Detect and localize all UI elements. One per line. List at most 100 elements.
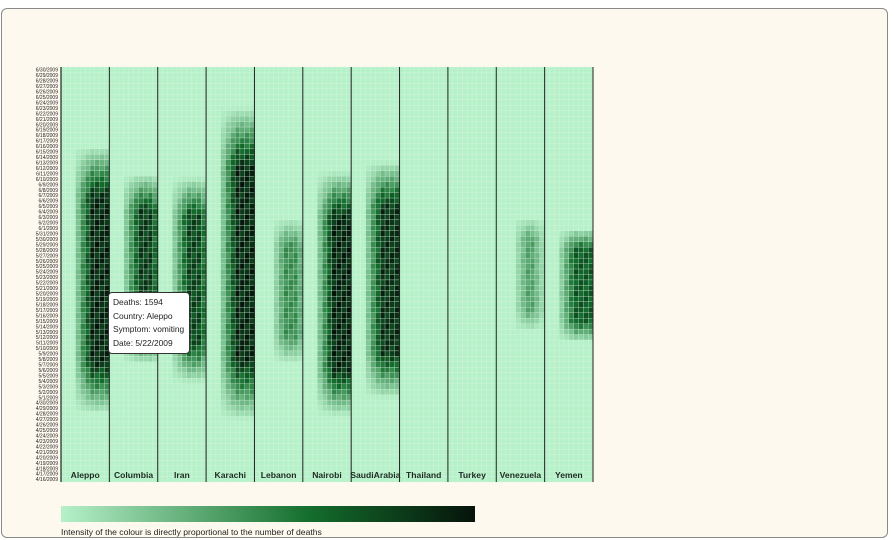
- heatmap-cell[interactable]: [89, 383, 95, 390]
- heatmap-cell[interactable]: [114, 263, 120, 270]
- heatmap-cell[interactable]: [109, 159, 115, 166]
- heatmap-cell[interactable]: [360, 257, 366, 264]
- heatmap-cell[interactable]: [244, 274, 250, 281]
- heatmap-cell[interactable]: [234, 345, 241, 352]
- heatmap-cell[interactable]: [205, 312, 212, 319]
- heatmap-cell[interactable]: [191, 263, 197, 270]
- heatmap-cell[interactable]: [85, 165, 91, 171]
- heatmap-cell[interactable]: [143, 432, 149, 439]
- heatmap-cell[interactable]: [375, 252, 381, 259]
- heatmap-cell[interactable]: [278, 225, 284, 231]
- heatmap-cell[interactable]: [254, 410, 260, 417]
- heatmap-cell[interactable]: [297, 105, 303, 111]
- heatmap-cell[interactable]: [322, 94, 328, 100]
- heatmap-cell[interactable]: [234, 247, 241, 253]
- heatmap-cell[interactable]: [254, 394, 260, 401]
- heatmap-cell[interactable]: [307, 339, 313, 346]
- heatmap-cell[interactable]: [176, 367, 183, 373]
- heatmap-cell[interactable]: [128, 247, 134, 253]
- heatmap-cell[interactable]: [196, 230, 202, 237]
- heatmap-cell[interactable]: [186, 203, 192, 210]
- heatmap-cell[interactable]: [239, 405, 245, 412]
- heatmap-cell[interactable]: [302, 454, 308, 461]
- heatmap-cell[interactable]: [104, 121, 110, 128]
- heatmap-cell[interactable]: [176, 143, 183, 150]
- heatmap-cell[interactable]: [109, 236, 115, 242]
- heatmap-cell[interactable]: [99, 454, 105, 461]
- heatmap-cell[interactable]: [239, 372, 245, 379]
- heatmap-cell[interactable]: [220, 126, 226, 133]
- heatmap-cell[interactable]: [70, 88, 76, 95]
- heatmap-cell[interactable]: [89, 132, 95, 139]
- heatmap-cell[interactable]: [346, 290, 352, 297]
- heatmap-cell[interactable]: [162, 274, 168, 281]
- heatmap-cell[interactable]: [278, 285, 284, 292]
- heatmap-cell[interactable]: [210, 88, 216, 95]
- heatmap-cell[interactable]: [230, 389, 236, 395]
- heatmap-cell[interactable]: [80, 236, 86, 242]
- heatmap-cell[interactable]: [99, 88, 105, 95]
- heatmap-cell[interactable]: [346, 405, 352, 412]
- heatmap-cell[interactable]: [220, 148, 226, 155]
- heatmap-cell[interactable]: [65, 361, 71, 368]
- heatmap-cell[interactable]: [254, 274, 260, 281]
- heatmap-cell[interactable]: [133, 165, 139, 171]
- heatmap-cell[interactable]: [322, 399, 328, 406]
- heatmap-cell[interactable]: [138, 268, 144, 275]
- heatmap-cell[interactable]: [123, 454, 129, 461]
- heatmap-cell[interactable]: [205, 263, 212, 270]
- heatmap-cell[interactable]: [384, 105, 391, 111]
- heatmap-cell[interactable]: [181, 416, 187, 423]
- heatmap-cell[interactable]: [109, 449, 115, 455]
- heatmap-cell[interactable]: [104, 247, 110, 253]
- heatmap-cell[interactable]: [264, 399, 270, 406]
- heatmap-cell[interactable]: [307, 301, 313, 308]
- heatmap-cell[interactable]: [65, 116, 71, 122]
- heatmap-cell[interactable]: [297, 148, 303, 155]
- heatmap-cell[interactable]: [370, 181, 376, 188]
- heatmap-cell[interactable]: [264, 449, 270, 455]
- heatmap-cell[interactable]: [384, 236, 391, 242]
- heatmap-cell[interactable]: [322, 137, 328, 144]
- heatmap-cell[interactable]: [70, 372, 76, 379]
- heatmap-cell[interactable]: [152, 427, 158, 433]
- heatmap-cell[interactable]: [65, 197, 71, 204]
- heatmap-cell[interactable]: [351, 257, 357, 264]
- heatmap-cell[interactable]: [114, 187, 120, 193]
- heatmap-cell[interactable]: [239, 241, 245, 248]
- heatmap-cell[interactable]: [288, 257, 294, 264]
- heatmap-cell[interactable]: [80, 438, 86, 444]
- heatmap-cell[interactable]: [138, 285, 144, 292]
- heatmap-cell[interactable]: [302, 394, 308, 401]
- heatmap-cell[interactable]: [133, 126, 139, 133]
- heatmap-cell[interactable]: [249, 470, 255, 477]
- heatmap-cell[interactable]: [114, 121, 120, 128]
- heatmap-cell[interactable]: [85, 230, 91, 237]
- heatmap-cell[interactable]: [172, 268, 178, 275]
- heatmap-cell[interactable]: [317, 307, 323, 313]
- heatmap-cell[interactable]: [109, 410, 115, 417]
- heatmap-cell[interactable]: [312, 350, 318, 357]
- heatmap-cell[interactable]: [346, 176, 352, 182]
- heatmap-cell[interactable]: [230, 208, 236, 215]
- heatmap-cell[interactable]: [259, 454, 265, 461]
- heatmap-cell[interactable]: [326, 99, 332, 106]
- heatmap-cell[interactable]: [80, 296, 86, 302]
- heatmap-cell[interactable]: [394, 170, 400, 177]
- heatmap-cell[interactable]: [322, 170, 328, 177]
- heatmap-cell[interactable]: [85, 143, 91, 150]
- heatmap-cell[interactable]: [312, 389, 318, 395]
- heatmap-cell[interactable]: [225, 274, 231, 281]
- heatmap-cell[interactable]: [60, 416, 66, 423]
- heatmap-cell[interactable]: [191, 334, 197, 341]
- heatmap-cell[interactable]: [196, 307, 202, 313]
- heatmap-cell[interactable]: [355, 121, 361, 128]
- heatmap-cell[interactable]: [157, 476, 163, 483]
- heatmap-cell[interactable]: [244, 279, 250, 286]
- heatmap-cell[interactable]: [114, 176, 120, 182]
- heatmap-cell[interactable]: [351, 165, 357, 171]
- heatmap-cell[interactable]: [239, 165, 245, 171]
- heatmap-cell[interactable]: [351, 159, 357, 166]
- heatmap-cell[interactable]: [75, 236, 81, 242]
- heatmap-cell[interactable]: [259, 296, 265, 302]
